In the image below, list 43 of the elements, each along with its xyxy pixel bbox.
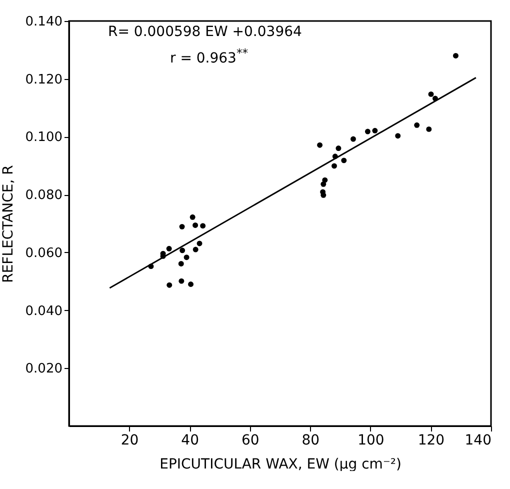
point: [166, 282, 172, 288]
point: [336, 146, 342, 152]
point: [192, 222, 198, 228]
point: [178, 278, 184, 284]
y-tick-label: 0.100: [25, 130, 62, 146]
point: [350, 136, 356, 142]
point: [192, 246, 198, 252]
point: [332, 163, 337, 169]
y-tick-label: 0.020: [25, 362, 62, 377]
point: [188, 282, 194, 287]
annotation: R= 0.000598 EW +0.03964: [108, 24, 302, 40]
point: [428, 91, 434, 97]
point: [395, 133, 401, 139]
point: [196, 240, 202, 246]
y-tick-label: 0.120: [25, 72, 62, 88]
point: [190, 214, 196, 220]
y-tick-label: 0.040: [25, 304, 62, 319]
y-axis-title: REFLECTANCE, R: [0, 164, 16, 283]
point: [372, 128, 378, 134]
point: [364, 128, 370, 134]
x-tick-label: 80: [302, 432, 320, 448]
point: [200, 223, 206, 229]
point: [180, 248, 186, 254]
x-tick-label: 140: [464, 432, 492, 448]
point: [184, 254, 190, 260]
point: [452, 52, 458, 58]
point: [426, 126, 432, 132]
y-tick-label: 0.080: [25, 188, 62, 204]
point: [317, 142, 323, 148]
x-tick-label: 100: [358, 432, 384, 448]
y-tick-label: 0.060: [25, 246, 62, 261]
x-tick-label: 120: [418, 432, 445, 448]
x-tick-label: 40: [181, 432, 199, 448]
point: [320, 181, 326, 187]
point: [178, 260, 184, 266]
point: [166, 246, 172, 252]
point: [179, 224, 185, 230]
y-tick-label: 0.140: [25, 14, 62, 30]
x-tick-label: 20: [120, 432, 139, 448]
x-tick-label: 60: [241, 432, 260, 448]
point: [341, 158, 347, 164]
point: [414, 122, 420, 128]
annotation: r = 0.963$^{**}$: [170, 46, 248, 67]
